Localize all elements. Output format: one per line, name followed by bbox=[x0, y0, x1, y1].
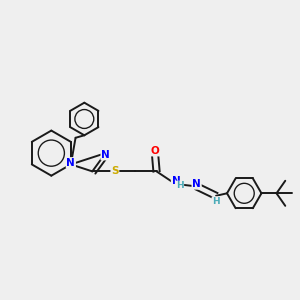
Text: H: H bbox=[212, 197, 220, 206]
Text: N: N bbox=[67, 158, 75, 168]
Text: N: N bbox=[192, 179, 201, 189]
Text: O: O bbox=[151, 146, 159, 156]
Text: N: N bbox=[101, 150, 110, 160]
Text: H: H bbox=[176, 181, 184, 190]
Text: N: N bbox=[172, 176, 180, 186]
Text: S: S bbox=[111, 167, 118, 176]
